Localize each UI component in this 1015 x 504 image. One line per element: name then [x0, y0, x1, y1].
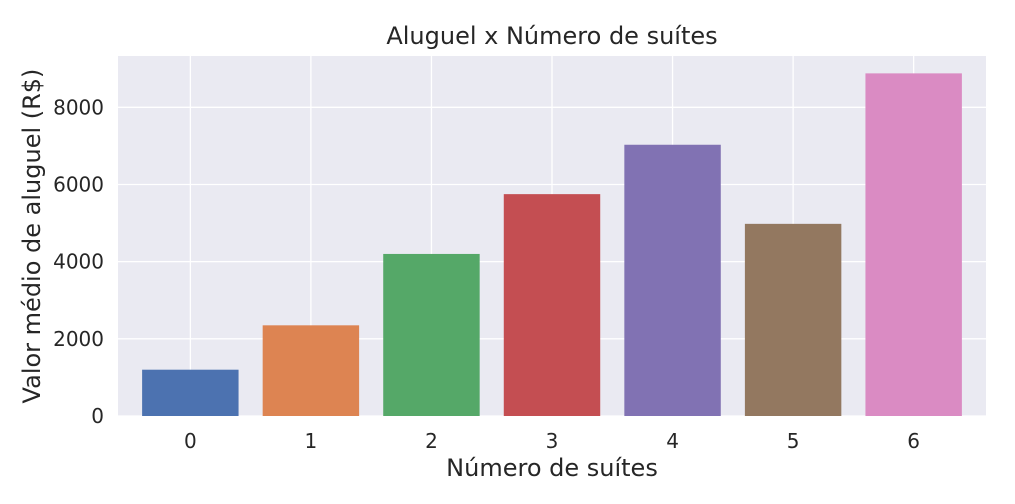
x-axis-label: Número de suítes [446, 454, 658, 482]
bar-6 [865, 73, 962, 416]
x-tick-label-1: 1 [305, 429, 318, 453]
y-tick-label-2000: 2000 [53, 327, 104, 351]
x-tick-label-5: 5 [787, 429, 800, 453]
x-tick-label-6: 6 [907, 429, 920, 453]
x-axis-ticks: 0 1 2 3 4 5 6 [184, 429, 920, 453]
x-tick-label-0: 0 [184, 429, 197, 453]
bar-series [142, 73, 962, 417]
bar-0 [142, 369, 239, 416]
y-tick-label-4000: 4000 [53, 250, 104, 274]
y-tick-label-0: 0 [91, 404, 104, 428]
bar-3 [503, 194, 601, 416]
y-axis-label: Valor médio de aluguel (R$) [18, 69, 46, 404]
bar-1 [262, 325, 360, 416]
y-tick-label-8000: 8000 [53, 95, 104, 119]
bar-5 [744, 223, 842, 416]
y-axis-ticks: 0 2000 4000 6000 8000 [53, 95, 104, 428]
x-tick-label-3: 3 [546, 429, 559, 453]
bar-2 [383, 253, 480, 416]
chart-title: Aluguel x Número de suítes [386, 22, 717, 50]
y-tick-label-6000: 6000 [53, 172, 104, 196]
bar-4 [624, 144, 721, 417]
x-tick-label-2: 2 [425, 429, 438, 453]
x-tick-label-4: 4 [666, 429, 679, 453]
